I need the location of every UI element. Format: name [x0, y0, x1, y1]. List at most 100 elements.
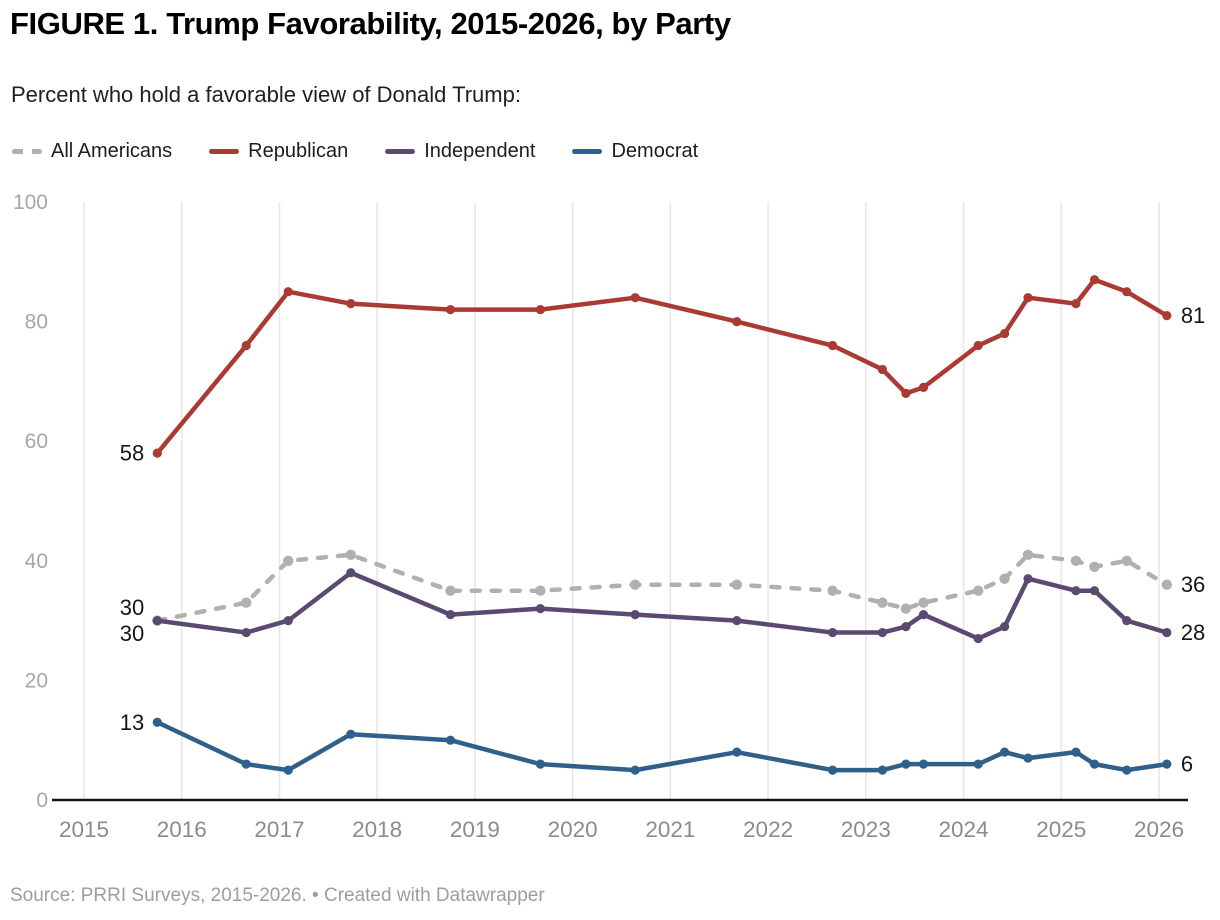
- data-point-independent: [241, 627, 251, 638]
- data-point-democrat: [877, 765, 888, 775]
- data-point-all-americans: [445, 585, 456, 596]
- data-point-independent: [535, 604, 545, 614]
- data-point-independent: [973, 633, 983, 644]
- data-point-democrat: [1122, 765, 1132, 775]
- data-point-democrat: [630, 765, 640, 775]
- source-note: Source: PRRI Surveys, 2015-2026. • Creat…: [10, 885, 545, 906]
- x-tick-label: 2022: [743, 817, 793, 842]
- data-point-all-americans: [1161, 579, 1173, 590]
- data-point-republican: [241, 340, 251, 351]
- data-point-republican: [1122, 287, 1132, 297]
- data-point-republican: [535, 305, 545, 315]
- data-point-republican: [973, 340, 983, 351]
- legend-label: All Americans: [51, 140, 173, 162]
- data-point-independent: [445, 610, 456, 620]
- x-tick-label: 2025: [1036, 817, 1086, 842]
- data-point-all-americans: [283, 555, 294, 566]
- x-tick-label: 2026: [1134, 817, 1184, 842]
- democrat-line-swatch: [572, 149, 603, 154]
- series-line-independent: [155, 570, 1170, 641]
- data-point-democrat: [346, 729, 356, 739]
- x-tick-label: 2023: [841, 817, 891, 842]
- data-point-all-americans: [1022, 549, 1034, 561]
- end-value-label: 28: [1181, 620, 1205, 645]
- data-point-republican: [1023, 293, 1033, 303]
- data-point-independent: [999, 621, 1010, 632]
- data-point-democrat: [1162, 759, 1172, 769]
- y-tick-label: 40: [25, 550, 48, 573]
- all-americans-dashed-line-swatch: [12, 149, 42, 154]
- legend: All Americans Republican Independent Dem…: [12, 140, 698, 163]
- data-point-republican: [445, 305, 456, 315]
- data-point-all-americans: [1089, 561, 1100, 572]
- data-point-independent: [346, 568, 356, 578]
- data-point-republican: [732, 317, 742, 327]
- data-point-independent: [1162, 627, 1172, 638]
- end-value-label: 36: [1181, 572, 1205, 597]
- data-point-democrat: [732, 747, 742, 757]
- series-line-republican: [155, 277, 1170, 456]
- data-point-democrat: [152, 717, 162, 727]
- y-tick-label: 0: [36, 789, 48, 812]
- data-point-republican: [1071, 299, 1081, 309]
- data-point-all-americans: [827, 585, 838, 596]
- data-point-all-americans: [241, 597, 252, 608]
- data-point-independent: [1089, 586, 1100, 596]
- legend-label: Democrat: [611, 140, 699, 162]
- data-point-democrat: [999, 747, 1010, 757]
- data-point-republican: [901, 388, 911, 398]
- data-point-democrat: [1089, 759, 1100, 769]
- data-point-all-americans: [535, 585, 546, 596]
- data-point-republican: [918, 382, 929, 392]
- data-point-democrat: [918, 759, 929, 769]
- republican-line-swatch: [209, 149, 240, 154]
- data-point-republican: [630, 293, 640, 303]
- data-point-independent: [827, 627, 838, 638]
- independent-line-swatch: [385, 149, 416, 154]
- start-value-label: 58: [120, 441, 144, 466]
- y-tick-label: 20: [25, 669, 48, 692]
- data-point-all-americans: [629, 579, 641, 590]
- end-value-label: 6: [1181, 752, 1193, 777]
- x-tick-label: 2019: [450, 817, 500, 842]
- data-point-democrat: [283, 765, 293, 775]
- data-point-independent: [877, 627, 888, 638]
- data-point-democrat: [1023, 753, 1033, 763]
- data-point-all-americans: [345, 549, 356, 561]
- legend-item-independent: Independent: [385, 140, 535, 163]
- legend-item-democrat: Democrat: [572, 140, 698, 163]
- data-point-all-americans: [1070, 555, 1082, 566]
- x-tick-label: 2015: [59, 817, 109, 842]
- data-point-republican: [152, 448, 162, 458]
- data-point-republican: [346, 299, 356, 309]
- start-value-label: 30: [120, 621, 144, 646]
- series-line-democrat: [155, 720, 1170, 773]
- data-point-democrat: [973, 759, 983, 769]
- figure-title: FIGURE 1. Trump Favorability, 2015-2026,…: [10, 6, 731, 41]
- y-tick-label: 60: [25, 430, 48, 453]
- end-value-label: 81: [1181, 303, 1205, 328]
- data-point-republican: [283, 287, 293, 297]
- data-point-all-americans: [877, 597, 888, 608]
- x-tick-label: 2021: [645, 817, 695, 842]
- data-point-independent: [732, 616, 742, 626]
- data-point-republican: [1089, 275, 1100, 285]
- y-tick-label: 100: [13, 191, 48, 214]
- data-point-all-americans: [900, 603, 912, 614]
- data-point-independent: [918, 610, 929, 620]
- data-point-independent: [1122, 616, 1132, 626]
- x-tick-label: 2018: [352, 817, 402, 842]
- data-point-democrat: [445, 735, 456, 745]
- data-point-all-americans: [999, 573, 1010, 584]
- data-point-republican: [999, 328, 1010, 339]
- data-point-independent: [1071, 586, 1081, 596]
- data-point-democrat: [901, 759, 911, 769]
- figure-subtitle: Percent who hold a favorable view of Don…: [11, 82, 521, 107]
- x-tick-label: 2020: [548, 817, 598, 842]
- data-point-independent: [283, 616, 293, 626]
- x-tick-label: 2016: [157, 817, 207, 842]
- data-point-democrat: [535, 759, 545, 769]
- data-point-republican: [1162, 311, 1172, 321]
- x-tick-label: 2024: [939, 817, 989, 842]
- y-tick-label: 80: [25, 311, 48, 334]
